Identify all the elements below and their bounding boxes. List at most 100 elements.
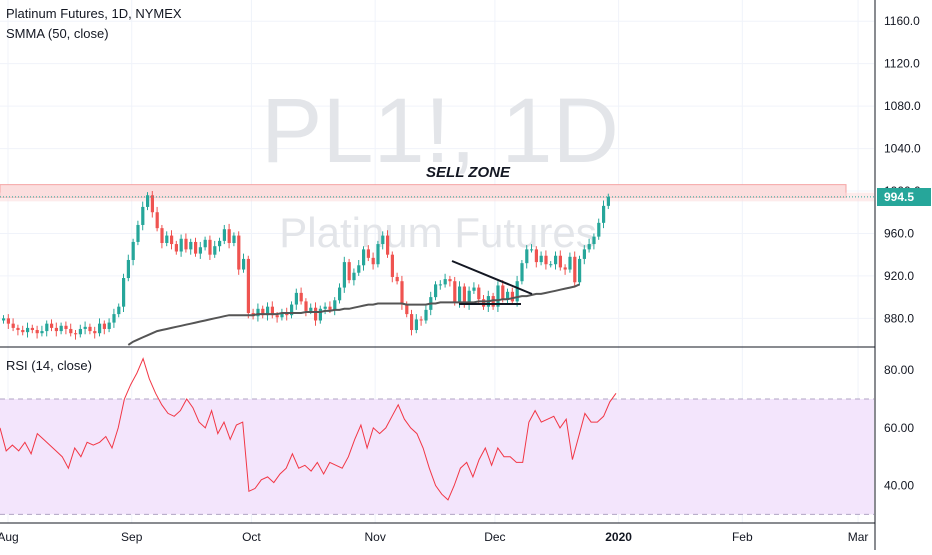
candle	[30, 327, 34, 331]
rsi-axis-label: 60.00	[884, 421, 914, 435]
symbol-legend[interactable]: Platinum Futures, 1D, NYMEX	[6, 6, 182, 21]
candle	[328, 306, 332, 310]
time-axis-label: 2020	[605, 530, 632, 544]
candle	[333, 300, 337, 310]
candle	[83, 326, 87, 329]
candle	[242, 258, 246, 270]
candle	[174, 244, 178, 252]
candle	[501, 285, 505, 300]
candle	[280, 313, 284, 318]
candle	[179, 238, 183, 252]
candle	[275, 315, 279, 318]
candle	[400, 281, 404, 305]
candle	[453, 281, 457, 303]
candle	[592, 236, 596, 245]
candle	[64, 325, 68, 329]
candle	[558, 255, 562, 268]
candle	[102, 323, 106, 329]
candle	[78, 328, 82, 335]
candle	[93, 331, 97, 334]
candle	[539, 255, 543, 263]
price-axis-label: 1120.0	[884, 57, 920, 71]
candle	[107, 322, 111, 329]
candle	[419, 319, 423, 321]
candle	[530, 249, 534, 251]
candle	[318, 308, 322, 321]
candle	[376, 244, 380, 265]
candle	[496, 285, 500, 307]
candle	[2, 318, 6, 321]
rsi-line	[0, 357, 617, 501]
candle	[554, 255, 558, 265]
price-axis-label: 1040.0	[884, 142, 921, 156]
candle	[342, 262, 346, 288]
candle	[98, 323, 102, 334]
candle	[467, 290, 471, 305]
candle	[587, 244, 591, 250]
candle	[270, 306, 274, 316]
candle	[424, 309, 428, 321]
candle	[520, 263, 524, 282]
candle	[40, 331, 44, 334]
smma-legend[interactable]: SMMA (50, close)	[6, 26, 109, 41]
candle	[381, 235, 385, 245]
candle	[35, 330, 39, 334]
candle	[366, 249, 370, 258]
candle	[299, 292, 303, 302]
candle	[256, 308, 260, 317]
candle	[390, 254, 394, 277]
candle	[189, 241, 193, 250]
candle	[45, 323, 49, 332]
candle	[141, 206, 145, 225]
candle	[50, 323, 54, 328]
candle	[54, 327, 58, 332]
candle	[477, 287, 481, 300]
candle	[208, 239, 212, 255]
rsi-axis-label: 40.00	[884, 479, 914, 493]
price-axis-label: 920.0	[884, 269, 914, 283]
sell-zone	[0, 184, 874, 202]
candle	[443, 279, 447, 285]
candle	[563, 267, 567, 270]
candle	[386, 235, 390, 255]
candle	[582, 249, 586, 259]
price-axis-label: 1160.0	[884, 14, 920, 28]
candle	[232, 235, 236, 244]
time-axis-label: Nov	[364, 530, 385, 544]
smma-line	[127, 283, 580, 346]
time-axis-label: Dec	[484, 530, 505, 544]
candle	[213, 246, 217, 255]
candle	[506, 291, 510, 300]
candle	[246, 258, 250, 314]
last-price-label: 994.5	[877, 188, 931, 206]
candle	[525, 249, 529, 264]
rsi-legend[interactable]: RSI (14, close)	[6, 358, 92, 373]
candle	[597, 222, 601, 237]
rsi-band-fill	[0, 399, 874, 515]
candle	[491, 296, 495, 307]
axes: 1160.01120.01080.01040.01000.0960.0920.0…	[0, 0, 921, 550]
price-axis-label: 1080.0	[884, 99, 921, 113]
candle	[515, 281, 519, 302]
candle	[294, 292, 298, 305]
candle	[434, 284, 438, 298]
candle	[285, 313, 289, 316]
watermark-name: Platinum Futures	[279, 209, 596, 256]
candle	[410, 314, 414, 331]
candle	[218, 240, 222, 247]
candle	[126, 259, 130, 279]
sell-zone-label: SELL ZONE	[426, 164, 511, 181]
candle	[261, 308, 265, 316]
watermark-ticker: PL1!, 1D	[261, 80, 619, 182]
candle	[338, 287, 342, 301]
candle	[11, 323, 15, 328]
candle	[69, 328, 73, 334]
price-axis-label: 880.0	[884, 311, 914, 325]
candle	[573, 256, 577, 283]
candle	[21, 330, 25, 333]
candle	[88, 326, 92, 332]
candle	[549, 264, 553, 266]
candle	[203, 239, 207, 248]
